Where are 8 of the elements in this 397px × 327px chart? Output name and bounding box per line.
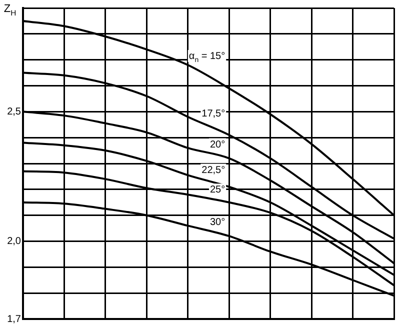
y-tick-label: 2,0 bbox=[7, 236, 22, 247]
series-label: 25° bbox=[210, 184, 226, 196]
series-label: 20° bbox=[210, 139, 226, 150]
series-label: 30° bbox=[210, 217, 226, 228]
series-label: 17,5° bbox=[202, 108, 226, 120]
y-tick-label: 1,7 bbox=[7, 314, 22, 325]
series-label: 22,5° bbox=[202, 164, 226, 176]
y-tick-label: 2,5 bbox=[7, 106, 22, 118]
